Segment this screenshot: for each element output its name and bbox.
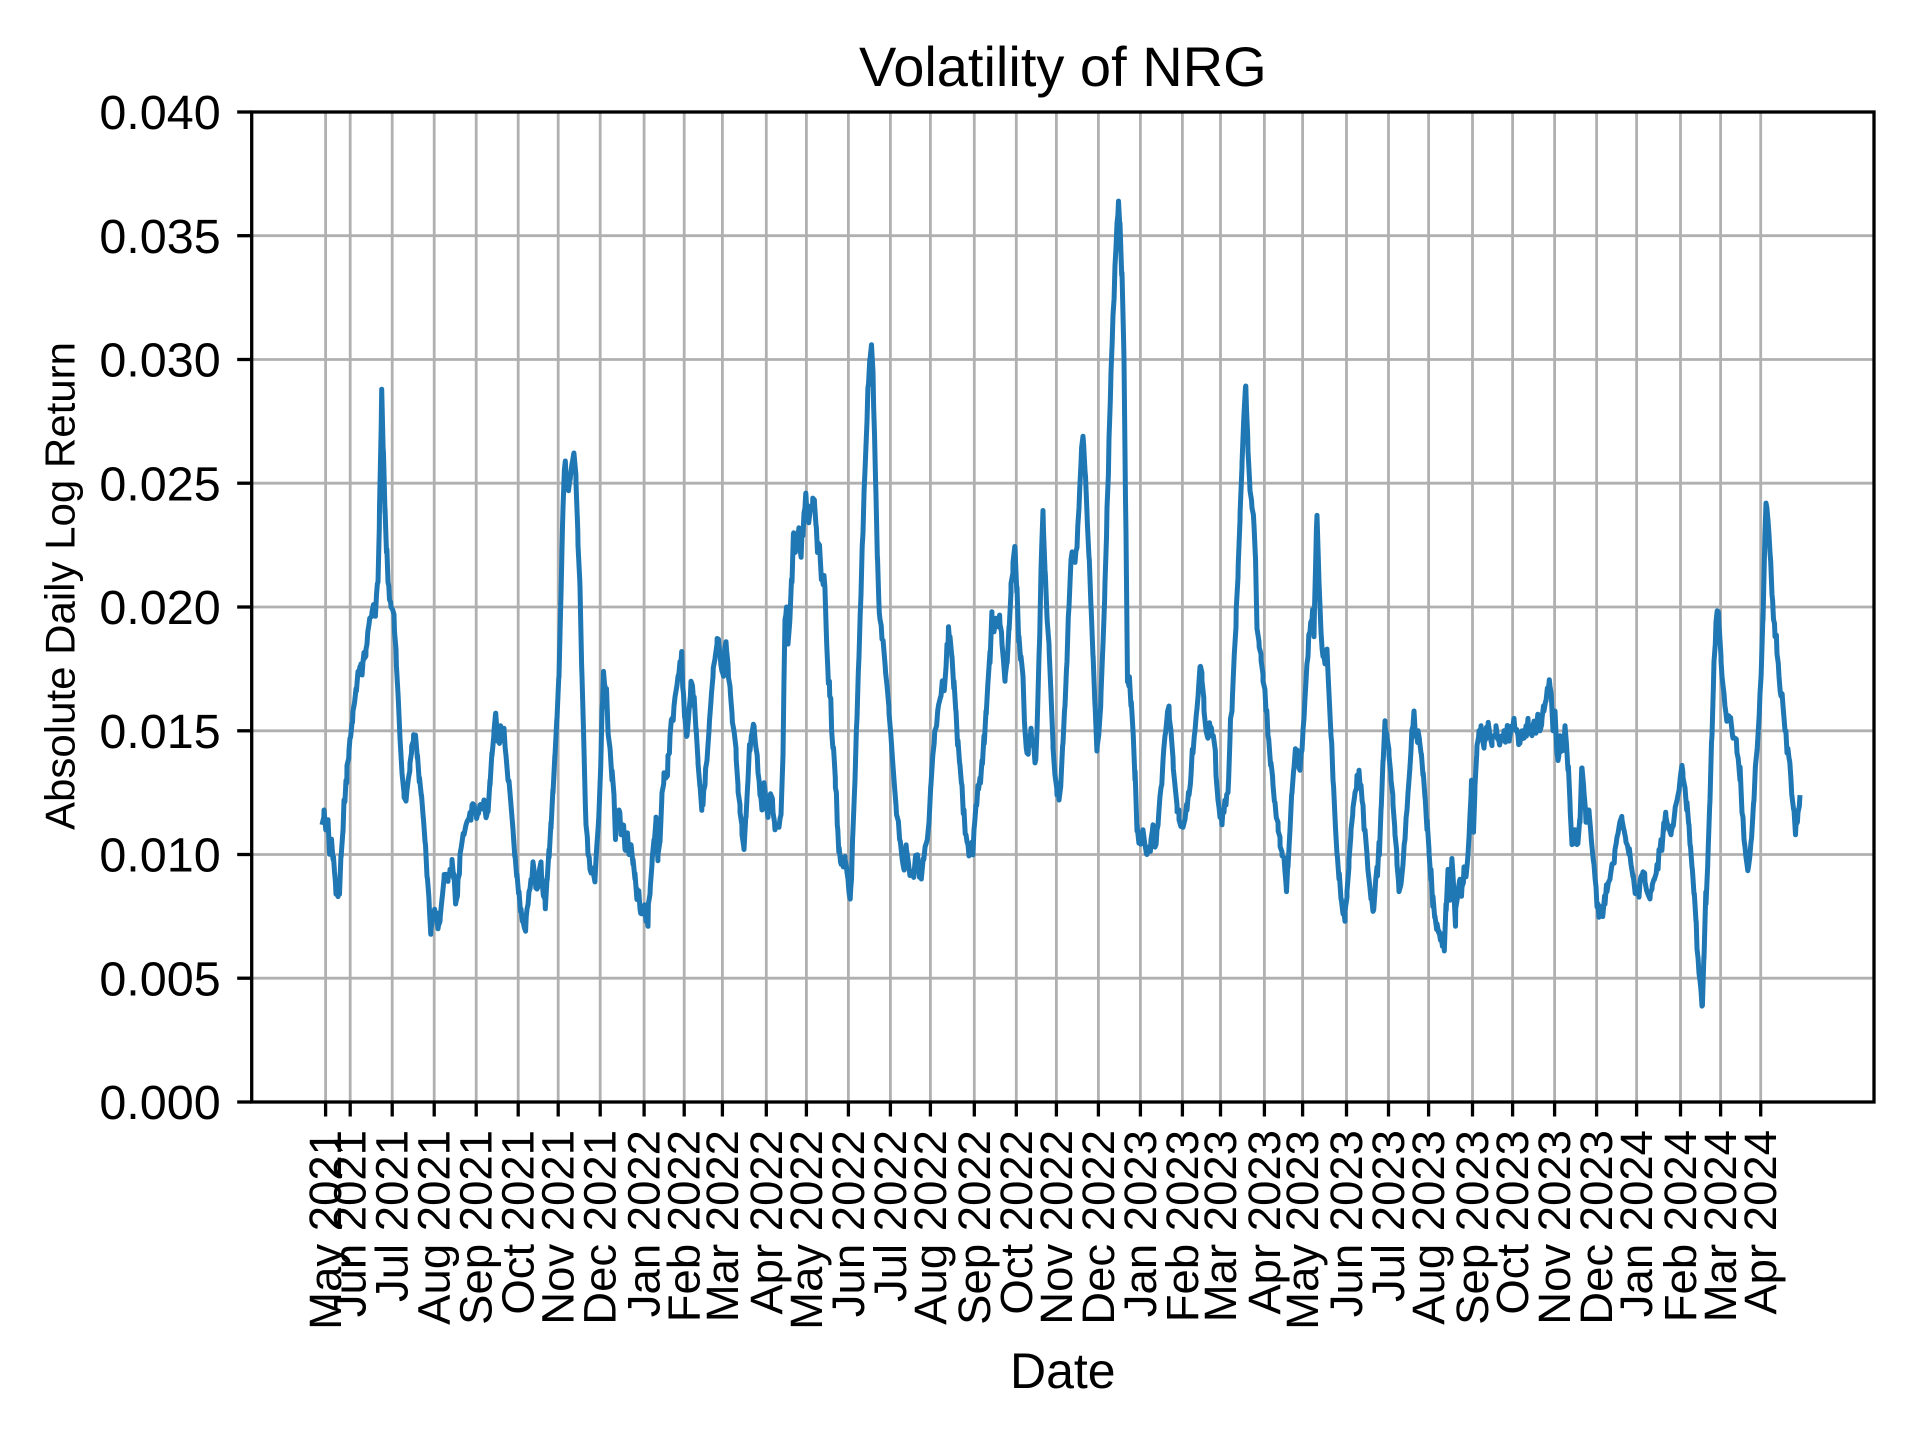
svg-text:Dec 2021: Dec 2021	[575, 1130, 626, 1325]
svg-text:Mar 2022: Mar 2022	[697, 1130, 748, 1322]
svg-text:Aug 2021: Aug 2021	[409, 1130, 460, 1325]
svg-text:Nov 2022: Nov 2022	[1031, 1130, 1082, 1325]
svg-text:Absolute Daily Log Return: Absolute Daily Log Return	[37, 342, 84, 830]
svg-text:May 2023: May 2023	[1277, 1130, 1328, 1330]
svg-text:0.010: 0.010	[99, 829, 220, 883]
svg-text:Jul 2022: Jul 2022	[865, 1130, 916, 1302]
svg-text:Nov 2021: Nov 2021	[533, 1130, 584, 1325]
svg-text:Jul 2023: Jul 2023	[1363, 1130, 1414, 1302]
svg-text:0.015: 0.015	[99, 705, 220, 759]
svg-text:Apr 2024: Apr 2024	[1735, 1130, 1786, 1315]
svg-text:Nov 2023: Nov 2023	[1529, 1130, 1580, 1325]
svg-text:Volatility of NRG: Volatility of NRG	[859, 35, 1267, 98]
svg-text:Jan 2023: Jan 2023	[1115, 1130, 1166, 1317]
svg-text:Mar 2024: Mar 2024	[1695, 1130, 1746, 1322]
svg-text:Apr 2022: Apr 2022	[741, 1130, 792, 1315]
svg-text:Dec 2022: Dec 2022	[1073, 1130, 1124, 1325]
svg-text:0.030: 0.030	[99, 334, 220, 388]
svg-text:Jun 2022: Jun 2022	[823, 1130, 874, 1317]
svg-text:0.020: 0.020	[99, 581, 220, 635]
svg-text:Apr 2023: Apr 2023	[1239, 1130, 1290, 1315]
svg-text:May 2021: May 2021	[300, 1130, 351, 1330]
svg-text:Jul 2021: Jul 2021	[367, 1130, 418, 1302]
svg-text:Sep 2022: Sep 2022	[949, 1130, 1000, 1325]
svg-text:Jun 2023: Jun 2023	[1321, 1130, 1372, 1317]
svg-text:Oct 2022: Oct 2022	[991, 1130, 1042, 1315]
svg-text:Feb 2023: Feb 2023	[1157, 1130, 1208, 1322]
svg-text:Oct 2021: Oct 2021	[493, 1130, 544, 1315]
svg-text:Jan 2022: Jan 2022	[619, 1130, 670, 1317]
svg-text:Jan 2024: Jan 2024	[1611, 1130, 1662, 1317]
svg-text:0.005: 0.005	[99, 953, 220, 1007]
svg-text:0.000: 0.000	[99, 1076, 220, 1130]
svg-text:Oct 2023: Oct 2023	[1487, 1130, 1538, 1315]
svg-text:Sep 2021: Sep 2021	[451, 1130, 502, 1325]
svg-text:Feb 2022: Feb 2022	[659, 1130, 710, 1322]
svg-text:Jun 2021: Jun 2021	[325, 1130, 376, 1317]
svg-text:0.040: 0.040	[99, 86, 220, 140]
svg-text:0.035: 0.035	[99, 210, 220, 264]
svg-text:0.025: 0.025	[99, 457, 220, 511]
svg-text:Feb 2024: Feb 2024	[1655, 1130, 1706, 1322]
svg-text:Mar 2023: Mar 2023	[1195, 1130, 1246, 1322]
svg-text:Aug 2023: Aug 2023	[1403, 1130, 1454, 1325]
svg-text:Date: Date	[1010, 1343, 1116, 1399]
svg-text:Sep 2023: Sep 2023	[1447, 1130, 1498, 1325]
svg-text:Dec 2023: Dec 2023	[1571, 1130, 1622, 1325]
svg-text:May 2022: May 2022	[781, 1130, 832, 1330]
svg-text:Aug 2022: Aug 2022	[905, 1130, 956, 1325]
